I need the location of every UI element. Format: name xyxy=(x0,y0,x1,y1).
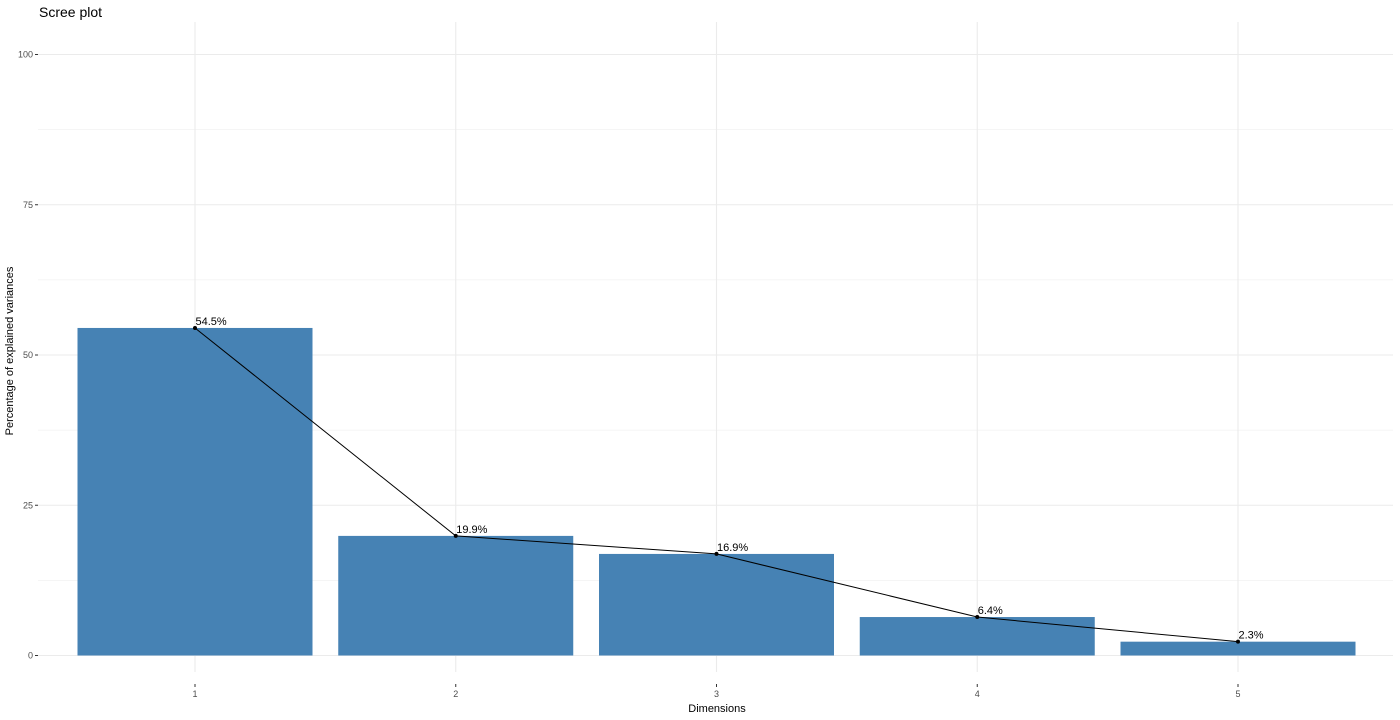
point-marker xyxy=(453,533,458,538)
x-tick-label: 3 xyxy=(714,689,719,699)
y-tick-label: 75 xyxy=(23,200,33,210)
point-marker xyxy=(714,551,719,556)
trend-line: 54.5% 19.9% 16.9% 6.4% 2.3% xyxy=(193,316,1264,644)
x-axis-label: Dimensions xyxy=(688,703,746,715)
bars xyxy=(77,327,1356,656)
value-label: 6.4% xyxy=(978,605,1003,617)
x-tick-label: 4 xyxy=(975,689,980,699)
bar-1 xyxy=(77,327,313,656)
x-tick-label: 2 xyxy=(453,689,458,699)
value-label: 2.3% xyxy=(1239,630,1264,642)
axes: 0 25 50 75 100 1 2 3 4 5 xyxy=(18,50,1241,700)
value-label: 54.5% xyxy=(196,316,227,328)
value-label: 16.9% xyxy=(717,542,748,554)
point-marker xyxy=(193,325,197,330)
y-tick-label: 100 xyxy=(18,50,33,60)
point-marker xyxy=(975,615,980,620)
x-tick-label: 5 xyxy=(1235,689,1240,699)
bar-5 xyxy=(1120,641,1356,656)
value-label: 19.9% xyxy=(456,524,487,536)
chart-title: Scree plot xyxy=(39,4,103,20)
y-tick-label: 0 xyxy=(28,651,33,661)
x-tick-label: 1 xyxy=(192,689,197,699)
bar-4 xyxy=(859,617,1095,656)
point-marker xyxy=(1236,639,1240,644)
bar-3 xyxy=(599,553,834,656)
y-tick-label: 25 xyxy=(23,500,33,510)
y-tick-label: 50 xyxy=(23,350,33,360)
bar-2 xyxy=(338,535,574,656)
